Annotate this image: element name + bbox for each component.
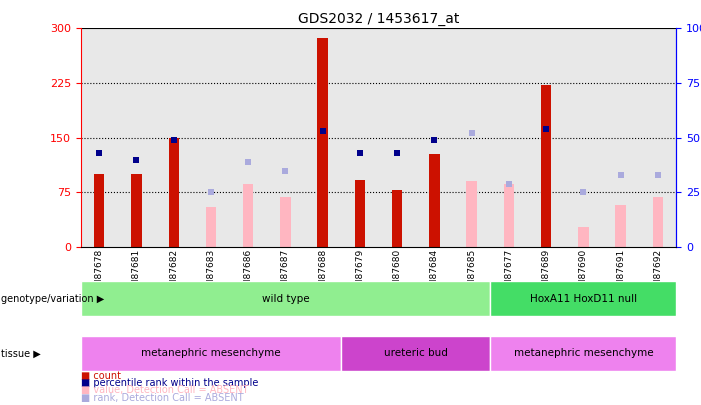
- Bar: [118, 28, 155, 247]
- Text: genotype/variation ▶: genotype/variation ▶: [1, 294, 104, 304]
- Bar: [602, 28, 639, 247]
- Bar: [243, 183, 254, 247]
- Bar: [528, 28, 565, 247]
- Bar: [490, 336, 676, 371]
- Bar: [131, 174, 142, 247]
- Bar: [355, 180, 365, 247]
- Bar: [392, 190, 402, 247]
- Bar: [155, 28, 192, 247]
- Text: ■ count: ■ count: [81, 371, 121, 381]
- Bar: [578, 227, 589, 247]
- Bar: [490, 281, 676, 316]
- Bar: [318, 38, 328, 247]
- Bar: [94, 174, 104, 247]
- Bar: [653, 198, 663, 247]
- Bar: [639, 28, 676, 247]
- Text: tissue ▶: tissue ▶: [1, 348, 41, 358]
- Text: ■ rank, Detection Call = ABSENT: ■ rank, Detection Call = ABSENT: [81, 393, 243, 403]
- Bar: [341, 336, 490, 371]
- Bar: [503, 183, 514, 247]
- Bar: [416, 28, 453, 247]
- Bar: [541, 85, 551, 247]
- Bar: [230, 28, 267, 247]
- Bar: [453, 28, 490, 247]
- Bar: [206, 207, 216, 247]
- Bar: [341, 28, 379, 247]
- Bar: [379, 28, 416, 247]
- Bar: [81, 336, 341, 371]
- Bar: [280, 198, 291, 247]
- Text: metanephric mesenchyme: metanephric mesenchyme: [514, 348, 653, 358]
- Bar: [168, 138, 179, 247]
- Text: HoxA11 HoxD11 null: HoxA11 HoxD11 null: [530, 294, 637, 304]
- Bar: [565, 28, 602, 247]
- Text: metanephric mesenchyme: metanephric mesenchyme: [141, 348, 281, 358]
- Bar: [81, 28, 118, 247]
- Text: ■ value, Detection Call = ABSENT: ■ value, Detection Call = ABSENT: [81, 386, 248, 395]
- Text: ureteric bud: ureteric bud: [384, 348, 448, 358]
- Bar: [267, 28, 304, 247]
- Bar: [304, 28, 341, 247]
- Bar: [490, 28, 528, 247]
- Bar: [81, 281, 490, 316]
- Bar: [466, 181, 477, 247]
- Bar: [615, 205, 626, 247]
- Text: ■ percentile rank within the sample: ■ percentile rank within the sample: [81, 378, 258, 388]
- Text: wild type: wild type: [261, 294, 309, 304]
- Bar: [192, 28, 230, 247]
- Title: GDS2032 / 1453617_at: GDS2032 / 1453617_at: [298, 12, 459, 26]
- Bar: [429, 154, 440, 247]
